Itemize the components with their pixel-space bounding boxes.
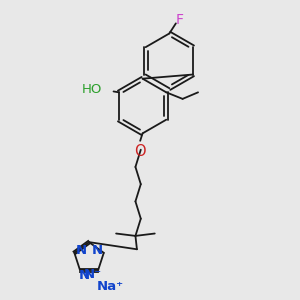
Text: N: N <box>92 244 103 257</box>
Text: Na⁺: Na⁺ <box>97 280 124 293</box>
Text: O: O <box>134 144 146 159</box>
Text: N: N <box>79 269 90 282</box>
Text: HO: HO <box>81 83 102 96</box>
Text: N⁻: N⁻ <box>84 268 102 281</box>
Text: F: F <box>176 13 183 27</box>
Text: N: N <box>75 244 86 257</box>
